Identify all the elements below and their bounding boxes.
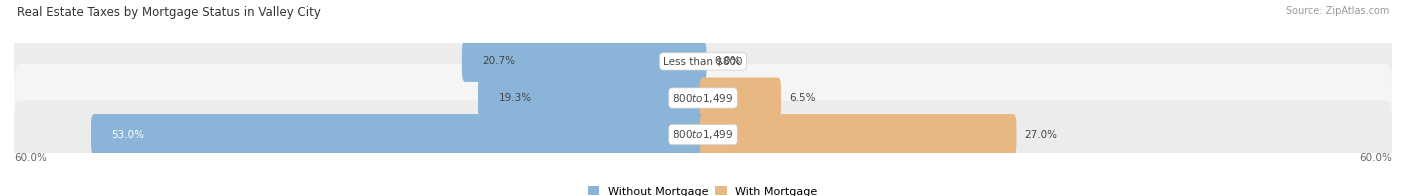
Text: Real Estate Taxes by Mortgage Status in Valley City: Real Estate Taxes by Mortgage Status in … [17, 6, 321, 19]
Text: 19.3%: 19.3% [499, 93, 531, 103]
FancyBboxPatch shape [14, 27, 1392, 95]
FancyBboxPatch shape [700, 114, 1017, 155]
FancyBboxPatch shape [461, 41, 706, 82]
Text: 20.7%: 20.7% [482, 56, 516, 66]
Legend: Without Mortgage, With Mortgage: Without Mortgage, With Mortgage [588, 186, 818, 196]
Text: Source: ZipAtlas.com: Source: ZipAtlas.com [1285, 6, 1389, 16]
Text: 6.5%: 6.5% [789, 93, 815, 103]
FancyBboxPatch shape [14, 101, 1392, 169]
FancyBboxPatch shape [14, 64, 1392, 132]
Text: 60.0%: 60.0% [1360, 153, 1392, 163]
Text: 27.0%: 27.0% [1025, 130, 1057, 140]
FancyBboxPatch shape [478, 77, 706, 119]
Text: 53.0%: 53.0% [111, 130, 145, 140]
FancyBboxPatch shape [700, 77, 782, 119]
Text: 60.0%: 60.0% [14, 153, 46, 163]
Text: Less than $800: Less than $800 [664, 56, 742, 66]
Text: $800 to $1,499: $800 to $1,499 [672, 128, 734, 141]
FancyBboxPatch shape [91, 114, 706, 155]
Text: 0.0%: 0.0% [714, 56, 741, 66]
Text: $800 to $1,499: $800 to $1,499 [672, 92, 734, 104]
